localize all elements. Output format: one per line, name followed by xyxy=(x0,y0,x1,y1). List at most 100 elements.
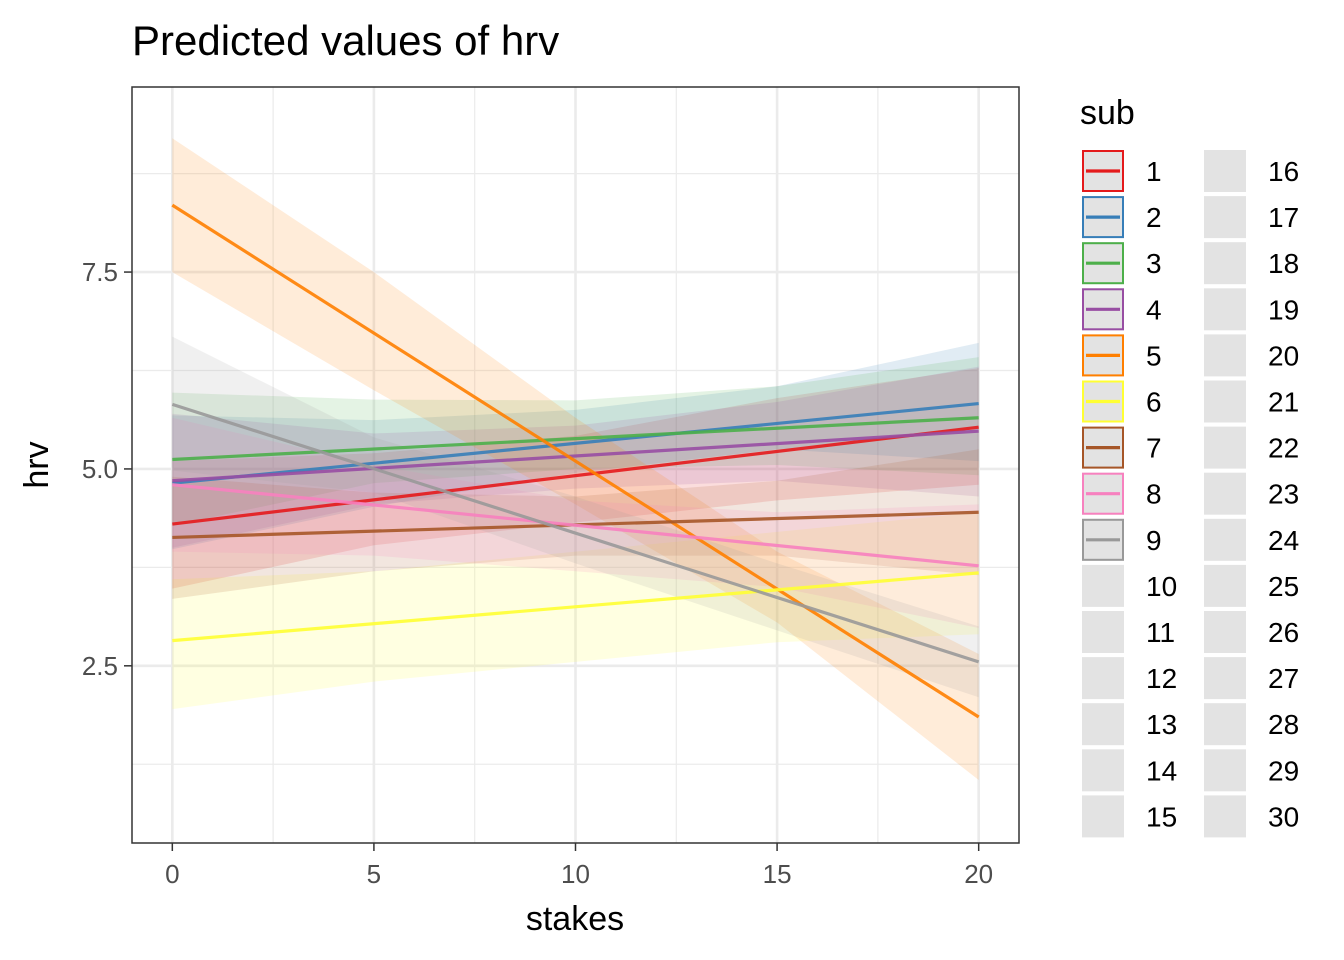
x-tick-label: 0 xyxy=(165,859,179,889)
series-line-sub-3 xyxy=(172,416,979,462)
legend-key-border xyxy=(1082,426,1124,469)
legend-key xyxy=(1082,749,1124,792)
legend-label: 12 xyxy=(1146,663,1177,694)
y-tick-label: 5.0 xyxy=(82,454,118,484)
legend-label: 30 xyxy=(1268,801,1299,832)
legend-key xyxy=(1082,703,1124,746)
legend-key xyxy=(1204,564,1246,607)
legend-key xyxy=(1204,749,1246,792)
legend-label: 9 xyxy=(1146,525,1162,556)
legend-label: 10 xyxy=(1146,571,1177,602)
legend-key xyxy=(1082,611,1124,653)
legend-key xyxy=(1204,518,1246,561)
legend-item-1: 1 xyxy=(1082,150,1162,192)
legend-item-6: 6 xyxy=(1082,380,1162,423)
legend-key-border xyxy=(1082,242,1124,285)
legend-label: 14 xyxy=(1146,755,1177,786)
legend-item-23: 23 xyxy=(1204,472,1299,515)
legend-label: 6 xyxy=(1146,387,1162,418)
legend-item-3: 3 xyxy=(1082,242,1162,285)
legend-label: 18 xyxy=(1268,248,1299,279)
legend-item-17: 17 xyxy=(1204,196,1299,239)
legend-label: 8 xyxy=(1146,479,1162,510)
legend-key-border xyxy=(1082,150,1124,192)
legend-key xyxy=(1204,150,1246,192)
legend-label: 22 xyxy=(1268,433,1299,464)
legend-key xyxy=(1204,795,1246,838)
legend-label: 7 xyxy=(1146,433,1162,464)
legend-label: 3 xyxy=(1146,248,1162,279)
legend-item-27: 27 xyxy=(1204,657,1299,700)
x-tick-label: 5 xyxy=(367,859,381,889)
legend-item-30: 30 xyxy=(1204,795,1299,838)
legend-key xyxy=(1204,288,1246,331)
legend-item-10: 10 xyxy=(1082,564,1177,607)
x-tick-label: 20 xyxy=(964,859,993,889)
series-line-sub-1 xyxy=(172,425,979,526)
legend-key xyxy=(1082,795,1124,838)
legend-label: 16 xyxy=(1268,156,1299,187)
x-tick-label: 10 xyxy=(561,859,590,889)
legend-item-14: 14 xyxy=(1082,749,1177,792)
legend-key xyxy=(1082,657,1124,700)
x-axis-title: stakes xyxy=(526,900,624,938)
legend-item-28: 28 xyxy=(1204,703,1299,746)
legend-label: 26 xyxy=(1268,617,1299,648)
legend-label: 21 xyxy=(1268,387,1299,418)
legend-item-25: 25 xyxy=(1204,564,1299,607)
legend-label: 2 xyxy=(1146,202,1162,233)
series-line-sub-4 xyxy=(172,429,979,483)
ci-band-sub-2 xyxy=(172,342,979,550)
legend-item-24: 24 xyxy=(1204,518,1299,561)
legend-item-8: 8 xyxy=(1082,472,1162,515)
legend-key xyxy=(1082,564,1124,607)
legend-key-border xyxy=(1082,380,1124,423)
ci-band-sub-6 xyxy=(172,512,979,710)
prediction-lines xyxy=(171,203,980,719)
legend-label: 13 xyxy=(1146,709,1177,740)
series-line-sub-8 xyxy=(172,483,979,568)
series-line-sub-9 xyxy=(171,402,980,664)
legend-item-19: 19 xyxy=(1204,288,1299,331)
y-tick-label: 2.5 xyxy=(82,651,118,681)
y-axis: 2.5 5.0 7.5 xyxy=(82,257,132,681)
series-line-sub-2 xyxy=(172,401,979,485)
legend-item-16: 16 xyxy=(1204,150,1299,192)
legend-item-12: 12 xyxy=(1082,657,1177,700)
legend-item-29: 29 xyxy=(1204,749,1299,792)
legend-label: 27 xyxy=(1268,663,1299,694)
legend-label: 23 xyxy=(1268,479,1299,510)
ci-band-sub-5 xyxy=(172,138,979,780)
series-line-sub-6 xyxy=(172,571,979,643)
legend-key xyxy=(1204,380,1246,423)
legend-key xyxy=(1204,242,1246,285)
legend-item-13: 13 xyxy=(1082,703,1177,746)
chart-title: Predicted values of hrv xyxy=(132,17,559,64)
ci-band-sub-3 xyxy=(172,357,979,526)
legend-item-21: 21 xyxy=(1204,380,1299,423)
legend-item-18: 18 xyxy=(1204,242,1299,285)
legend-label: 19 xyxy=(1268,294,1299,325)
legend-key xyxy=(1204,657,1246,700)
legend-item-9: 9 xyxy=(1082,518,1162,561)
legend-key-border xyxy=(1082,472,1124,515)
legend-label: 4 xyxy=(1146,294,1162,325)
legend-label: 29 xyxy=(1268,755,1299,786)
legend-label: 5 xyxy=(1146,340,1162,371)
legend-label: 15 xyxy=(1146,801,1177,832)
legend-item-26: 26 xyxy=(1204,611,1299,653)
legend-item-4: 4 xyxy=(1082,288,1162,331)
legend-label: 1 xyxy=(1146,156,1162,187)
legend-item-5: 5 xyxy=(1082,334,1162,377)
x-axis: 0 5 10 15 20 xyxy=(165,843,993,889)
legend-label: 24 xyxy=(1268,525,1299,556)
y-tick-label: 7.5 xyxy=(82,257,118,287)
legend-key xyxy=(1204,196,1246,239)
legend-label: 17 xyxy=(1268,202,1299,233)
legend-key xyxy=(1204,611,1246,653)
ci-band-sub-9 xyxy=(172,336,979,698)
legend-item-20: 20 xyxy=(1204,334,1299,377)
legend-key-border xyxy=(1082,334,1124,377)
legend-label: 25 xyxy=(1268,571,1299,602)
